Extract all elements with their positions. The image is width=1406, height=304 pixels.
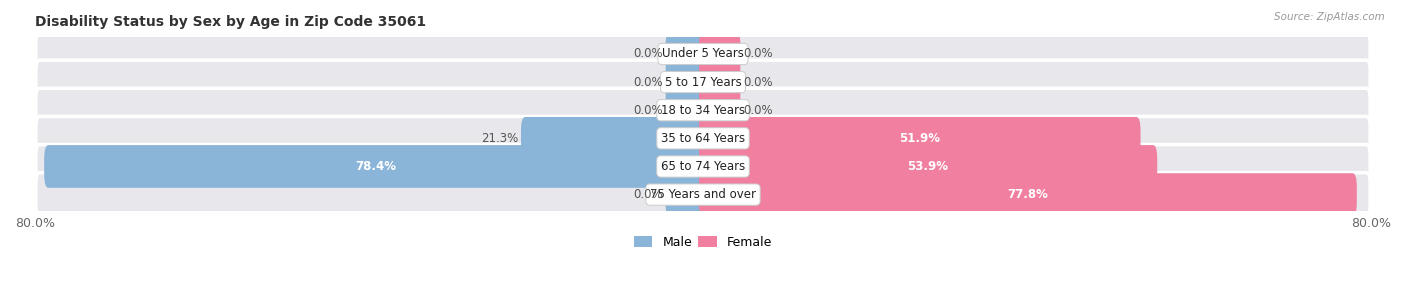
Text: 0.0%: 0.0% (744, 76, 773, 88)
Text: Disability Status by Sex by Age in Zip Code 35061: Disability Status by Sex by Age in Zip C… (35, 15, 426, 29)
Text: 53.9%: 53.9% (907, 160, 949, 173)
Text: 0.0%: 0.0% (633, 188, 662, 201)
FancyBboxPatch shape (665, 33, 707, 75)
Text: 0.0%: 0.0% (633, 76, 662, 88)
Legend: Male, Female: Male, Female (628, 231, 778, 254)
FancyBboxPatch shape (44, 145, 707, 188)
Text: 21.3%: 21.3% (481, 132, 519, 145)
FancyBboxPatch shape (35, 144, 1371, 188)
FancyBboxPatch shape (699, 33, 741, 75)
FancyBboxPatch shape (35, 116, 1371, 160)
FancyBboxPatch shape (35, 88, 1371, 132)
FancyBboxPatch shape (665, 61, 707, 103)
Text: 18 to 34 Years: 18 to 34 Years (661, 104, 745, 117)
Text: 5 to 17 Years: 5 to 17 Years (665, 76, 741, 88)
Text: 78.4%: 78.4% (356, 160, 396, 173)
Text: 0.0%: 0.0% (633, 104, 662, 117)
Text: 0.0%: 0.0% (744, 104, 773, 117)
Text: 51.9%: 51.9% (900, 132, 941, 145)
FancyBboxPatch shape (35, 60, 1371, 104)
FancyBboxPatch shape (665, 173, 707, 216)
FancyBboxPatch shape (522, 117, 707, 160)
Text: Under 5 Years: Under 5 Years (662, 47, 744, 60)
Text: Source: ZipAtlas.com: Source: ZipAtlas.com (1274, 12, 1385, 22)
FancyBboxPatch shape (699, 89, 741, 132)
FancyBboxPatch shape (699, 145, 1157, 188)
FancyBboxPatch shape (699, 173, 1357, 216)
Text: 77.8%: 77.8% (1007, 188, 1049, 201)
Text: 0.0%: 0.0% (633, 47, 662, 60)
Text: 65 to 74 Years: 65 to 74 Years (661, 160, 745, 173)
Text: 35 to 64 Years: 35 to 64 Years (661, 132, 745, 145)
Text: 75 Years and over: 75 Years and over (650, 188, 756, 201)
FancyBboxPatch shape (699, 61, 741, 103)
FancyBboxPatch shape (699, 117, 1140, 160)
FancyBboxPatch shape (665, 89, 707, 132)
FancyBboxPatch shape (35, 173, 1371, 216)
FancyBboxPatch shape (35, 32, 1371, 76)
Text: 0.0%: 0.0% (744, 47, 773, 60)
